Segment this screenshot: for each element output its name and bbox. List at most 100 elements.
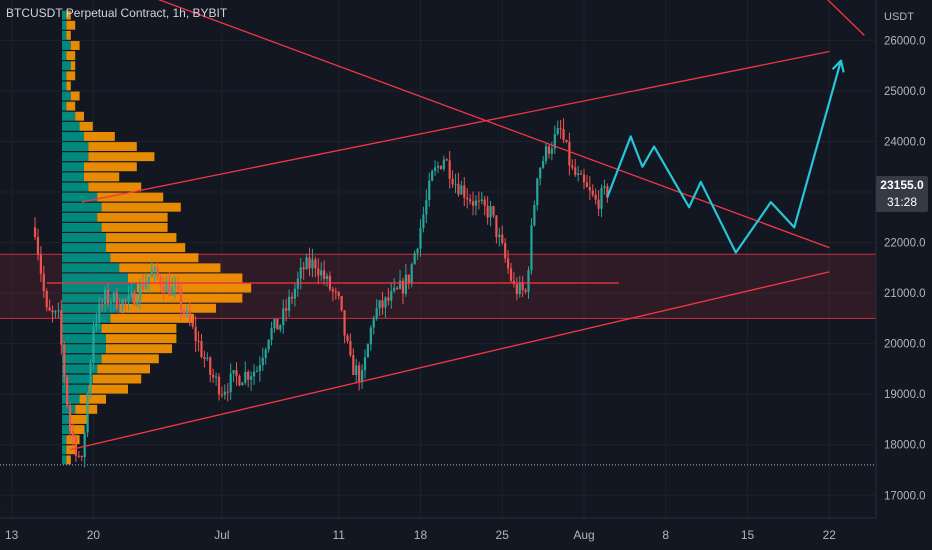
time-tick-label: 20: [87, 528, 101, 542]
price-axis[interactable]: USDT26000.025000.024000.023000.022000.02…: [875, 0, 932, 550]
time-tick-label: Aug: [573, 528, 594, 542]
candle-body: [68, 404, 72, 431]
volume-profile-bar-down: [97, 192, 164, 202]
candle-body: [250, 376, 253, 380]
price-tick-label: 17000.0: [884, 490, 926, 502]
candle-body: [369, 327, 372, 345]
candle-body: [133, 291, 136, 306]
candle-body: [144, 282, 148, 290]
candle-body: [428, 180, 431, 200]
volume-profile-bar-down: [92, 374, 142, 384]
candle-body: [495, 215, 498, 238]
volume-profile-bar-up: [62, 81, 67, 91]
volume-profile-bar-down: [128, 273, 243, 283]
candle-body: [358, 365, 361, 383]
volume-profile-bar-down: [70, 415, 89, 424]
candle-body: [556, 128, 559, 135]
volume-profile-bar-up: [62, 425, 71, 435]
candle-body: [121, 299, 124, 310]
candle-body: [349, 341, 352, 356]
candle-body: [501, 234, 504, 244]
candle-body: [136, 301, 139, 306]
volume-profile-bar-up: [62, 233, 106, 242]
candle-body: [60, 310, 63, 345]
volume-profile-bar-up: [62, 111, 76, 121]
candle-body: [229, 373, 232, 393]
candle-body: [457, 183, 460, 195]
price-axis-bg: [876, 0, 932, 550]
candle-body: [515, 284, 518, 295]
candle-body: [177, 285, 180, 291]
candle-body: [372, 318, 375, 328]
time-axis[interactable]: 13 20 Jul 11 18 25 Aug 8 15 22: [0, 517, 932, 550]
candle-body: [571, 165, 574, 168]
candle-body: [419, 228, 422, 249]
volume-profile-bar-up: [62, 394, 80, 404]
volume-profile-bar-up: [62, 283, 137, 293]
candle-body: [182, 310, 186, 315]
candle-body: [533, 205, 536, 226]
candle-body: [197, 340, 200, 342]
volume-profile-bar-up: [62, 435, 67, 445]
time-tick-label: 15: [741, 528, 755, 542]
candle-body: [264, 349, 267, 358]
volume-profile-bar-up: [62, 222, 102, 232]
volume-profile-bar-down: [66, 455, 71, 465]
candle-body: [530, 225, 533, 271]
candle-body: [574, 167, 577, 175]
volume-profile-bar-down: [88, 384, 128, 394]
volume-profile-bar-up: [62, 404, 76, 414]
candle-body: [39, 254, 42, 274]
candle-body: [606, 186, 609, 198]
candle-body: [442, 159, 445, 169]
candle-body: [562, 129, 565, 140]
volume-profile-bar-up: [62, 152, 89, 162]
time-tick-label: 22: [823, 528, 837, 542]
volume-profile-bar-up: [62, 51, 67, 61]
price-tick-label: 19000.0: [884, 389, 926, 401]
candle-body: [42, 273, 45, 292]
candle-body: [600, 187, 603, 209]
volume-profile-bar-up: [62, 91, 71, 101]
candle-body: [559, 128, 562, 130]
candle-body: [255, 370, 259, 372]
volume-profile-bar-down: [79, 394, 106, 404]
candle-body: [203, 356, 206, 359]
volume-profile-bar-down: [106, 243, 186, 253]
candle-body: [518, 282, 521, 295]
candle-body: [460, 185, 463, 195]
candle-body: [267, 339, 270, 350]
volume-profile-bar-up: [62, 243, 106, 253]
candle-body: [337, 291, 340, 296]
volume-profile-bar-up: [62, 101, 67, 111]
candle-body: [398, 280, 402, 289]
candle-body: [191, 322, 194, 327]
projection-line: [606, 60, 843, 254]
volume-profile-bar-up: [62, 455, 67, 465]
volume-profile-bar-up: [62, 415, 71, 424]
candle-body: [48, 307, 51, 311]
price-tick-label: 18000.0: [884, 440, 926, 452]
time-axis-bg: [0, 518, 932, 550]
candle-body: [448, 160, 451, 179]
candle-body: [477, 200, 480, 202]
candle-body: [168, 281, 171, 296]
candle-body: [603, 186, 606, 188]
candle-body: [71, 430, 75, 438]
candle-body: [340, 295, 343, 311]
candle-body: [410, 264, 413, 284]
candle-body: [276, 319, 279, 330]
volume-profile-bar-up: [62, 192, 98, 202]
candle-body: [343, 310, 346, 336]
volume-profile-bar-up: [62, 71, 67, 81]
candle-body: [238, 375, 241, 386]
projection-path: [606, 59, 845, 254]
volume-profile-bar-up: [62, 172, 84, 182]
candle-body: [591, 190, 594, 195]
currency-label: USDT: [884, 11, 914, 23]
volume-profile-bar-down: [75, 111, 84, 121]
volume-profile-bar-down: [101, 354, 159, 364]
time-tick-label: 13: [5, 528, 19, 542]
candle-body: [258, 365, 261, 371]
